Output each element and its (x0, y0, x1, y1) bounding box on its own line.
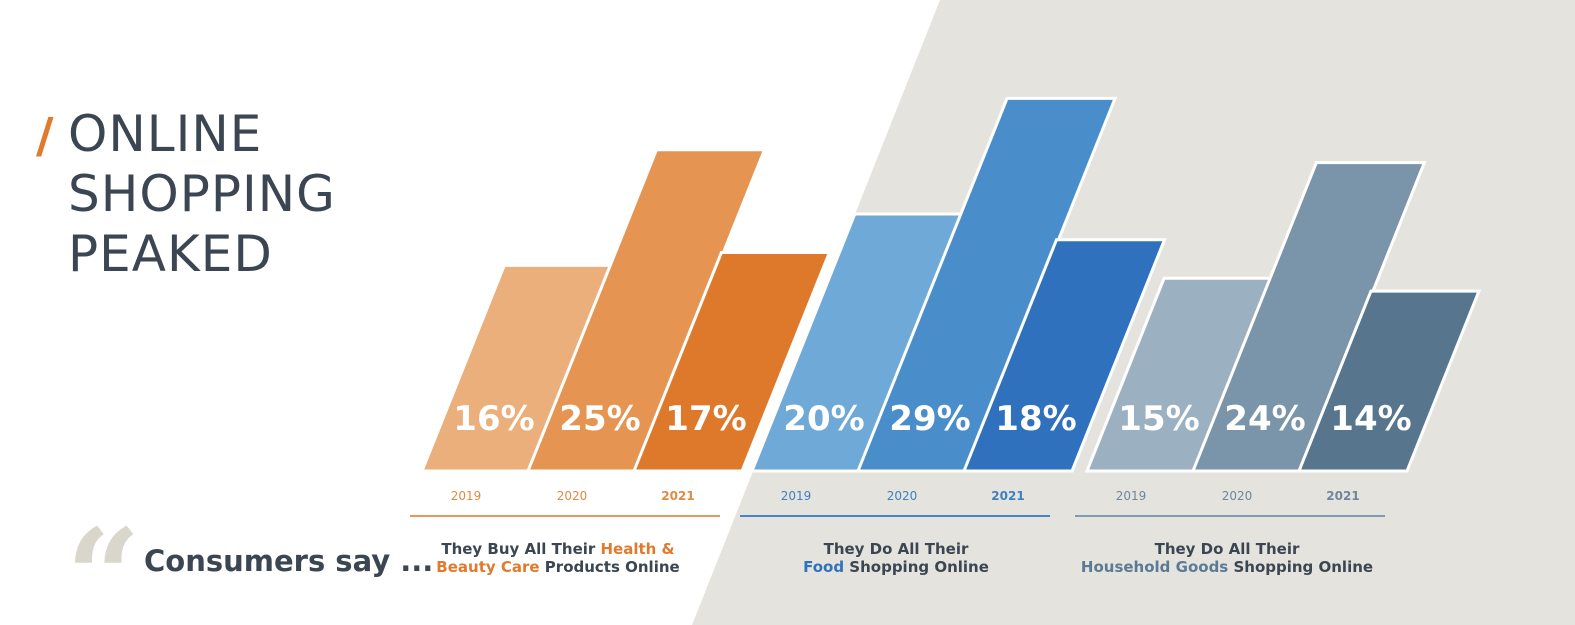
bar-2-2020 (855, 96, 1118, 473)
bar-label-2-2021: 18% (995, 399, 1076, 439)
caption-1-pre: They Buy All Their (441, 540, 601, 558)
caption-1-post: Products Online (539, 558, 680, 576)
bar-label-2-2019: 20% (783, 399, 864, 439)
caption-food: They Do All Their Food Shopping Online (736, 540, 1056, 576)
title-slash: / (36, 108, 54, 164)
title-block: / ONLINE SHOPPING PEAKED (36, 104, 336, 284)
year-label-1-2020: 2020 (557, 489, 588, 503)
bar-1-2021 (631, 251, 832, 473)
bar-3-2021 (1296, 289, 1482, 473)
caption-1-highlight: Health & (600, 540, 675, 558)
bar-label-1-2020: 25% (559, 399, 640, 439)
quote-mark-icon: “ (66, 500, 141, 625)
bar-label-2-2020: 29% (889, 399, 970, 439)
caption-3-post: Shopping Online (1228, 558, 1374, 576)
consumers-say-text: Consumers say ... (144, 544, 434, 578)
title-line-3: PEAKED (68, 225, 273, 283)
year-label-2-2020: 2020 (887, 489, 918, 503)
caption-2-line2-highlight: Food (803, 558, 845, 576)
caption-3-line2-highlight: Household Goods (1080, 558, 1229, 576)
title-line-1: ONLINE (68, 105, 263, 163)
caption-household: They Do All Their Household Goods Shoppi… (1067, 540, 1387, 576)
bar-label-3-2021: 14% (1330, 399, 1411, 439)
caption-3-pre: They Do All Their (1154, 540, 1300, 558)
year-label-2-2021: 2021 (991, 489, 1024, 503)
year-label-1-2019: 2019 (451, 489, 482, 503)
year-label-3-2020: 2020 (1222, 489, 1253, 503)
bar-3-2020 (1190, 161, 1427, 473)
caption-2-post: Shopping Online (844, 558, 989, 576)
bar-label-3-2020: 24% (1224, 399, 1305, 439)
bar-label-1-2021: 17% (665, 399, 746, 439)
year-label-3-2019: 2019 (1116, 489, 1147, 503)
year-label-2-2019: 2019 (781, 489, 812, 503)
bar-label-3-2019: 15% (1118, 399, 1199, 439)
caption-1-line2-highlight: Beauty Care (436, 558, 540, 576)
caption-health-beauty: They Buy All Their Health & Beauty Care … (398, 540, 718, 576)
year-label-3-2021: 2021 (1326, 489, 1359, 503)
title-line-2: SHOPPING (68, 165, 336, 223)
caption-2-pre: They Do All Their (823, 540, 969, 558)
year-label-1-2021: 2021 (661, 489, 694, 503)
bar-1-2020 (525, 148, 767, 473)
bar-2-2021 (961, 238, 1167, 473)
bar-label-1-2019: 16% (453, 399, 534, 439)
